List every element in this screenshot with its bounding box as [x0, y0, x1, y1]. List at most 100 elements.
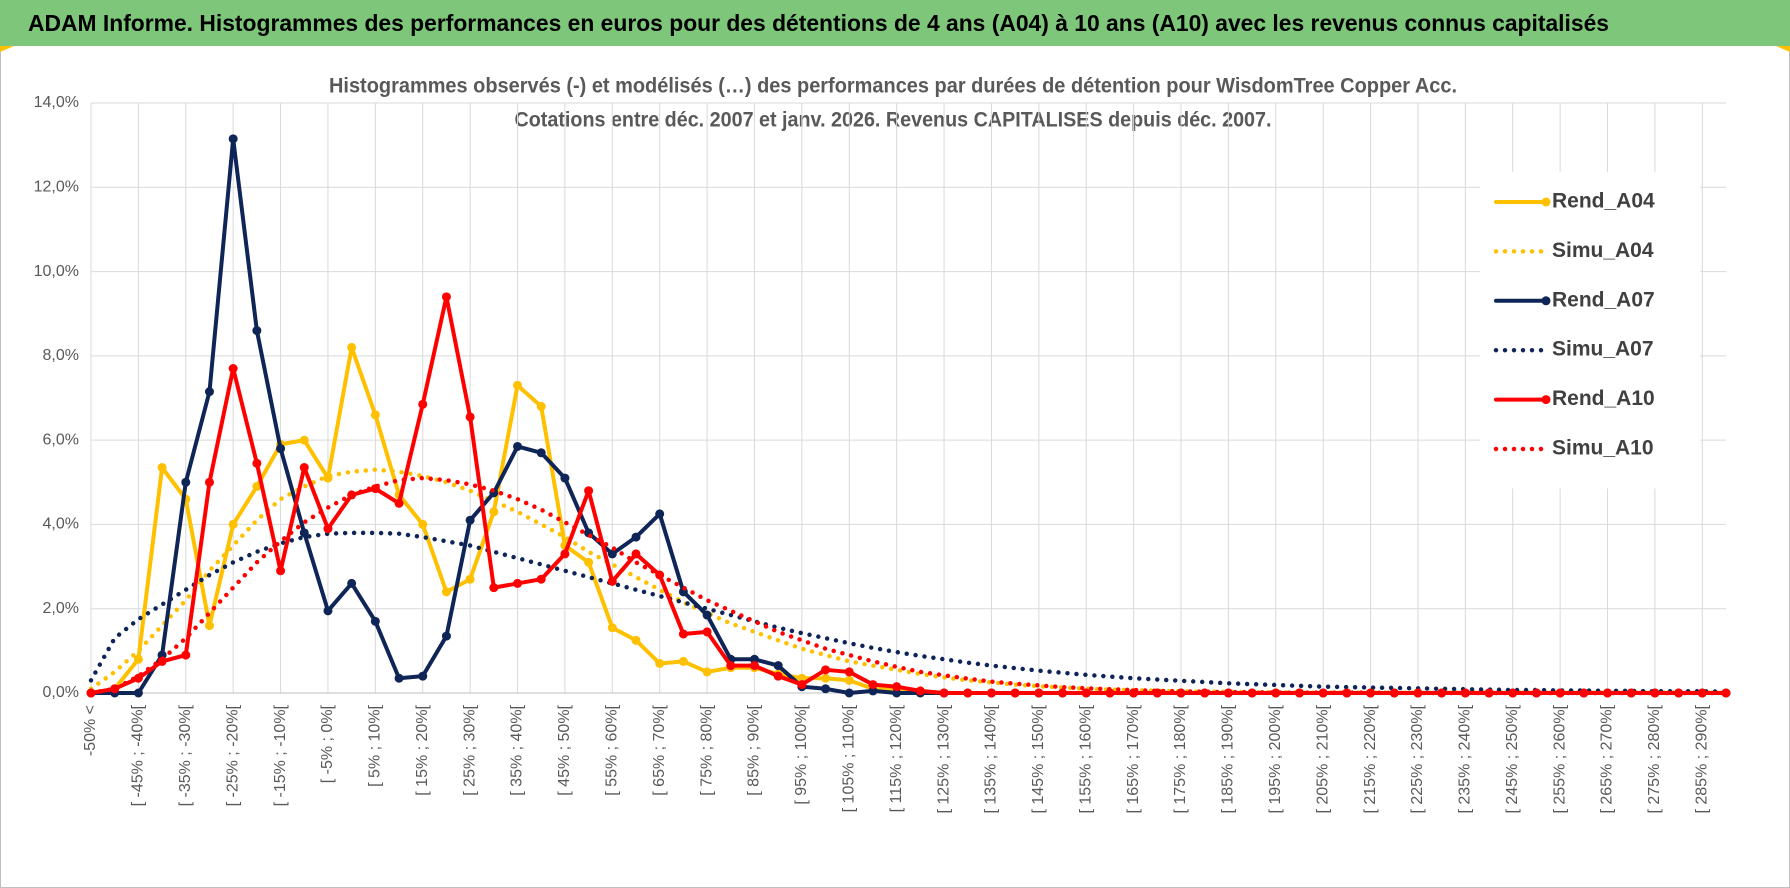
x-tick-label: [ 215% ; 220%[: [1362, 704, 1379, 813]
legend-label: Simu_A10: [1552, 437, 1654, 460]
data-point: [655, 659, 665, 668]
legend-label: Rend_A10: [1552, 387, 1655, 410]
data-point: [204, 477, 214, 487]
data-point: [607, 549, 617, 559]
data-point: [536, 448, 546, 458]
x-tick-label: [ 265% ; 270%[: [1599, 704, 1616, 813]
data-point: [631, 532, 641, 542]
y-tick-label: 2,0%: [43, 600, 79, 617]
x-tick-label: [ -5% ; 0%[: [319, 704, 336, 783]
legend-label: Simu_A07: [1552, 338, 1654, 361]
data-point: [370, 410, 380, 420]
x-tick-label: [ 235% ; 240%[: [1457, 704, 1474, 813]
data-point: [1081, 688, 1091, 698]
legend-label: Simu_A04: [1552, 239, 1654, 262]
data-point: [1271, 688, 1281, 698]
data-point: [394, 498, 404, 508]
x-tick-label: [ 115% ; 120%[: [888, 704, 905, 812]
data-point: [1460, 688, 1470, 698]
chart-title: Histogrammes observés (-) et modélisés (…: [329, 75, 1457, 98]
data-point: [276, 566, 286, 576]
data-point: [702, 610, 712, 620]
data-point: [465, 412, 475, 422]
data-point: [1674, 688, 1684, 698]
data-point: [726, 661, 736, 671]
data-point: [276, 444, 286, 454]
data-point: [821, 665, 831, 675]
legend-marker: [1541, 296, 1551, 306]
y-tick-label: 0,0%: [43, 684, 79, 701]
data-point: [418, 671, 428, 681]
x-tick-label: [ 275% ; 280%[: [1646, 704, 1663, 813]
y-tick-label: 14,0%: [34, 94, 79, 111]
data-point: [892, 688, 902, 698]
data-point: [1034, 688, 1044, 698]
data-point: [560, 549, 570, 559]
legend: Rend_A04 Simu_A04 Rend_A07 Simu_A07 Rend_A10…: [1480, 172, 1700, 489]
x-tick-label: [ 185% ; 190%[: [1220, 704, 1237, 813]
data-point: [181, 477, 191, 487]
x-tick-label: [ 75% ; 80%[: [698, 704, 715, 795]
corner-accent: [0, 46, 14, 52]
data-point: [347, 342, 357, 352]
data-point: [418, 519, 428, 529]
data-point: [797, 680, 807, 690]
x-tick-label: [ 45% ; 50%[: [556, 704, 573, 795]
data-point: [489, 507, 499, 517]
data-point: [370, 616, 380, 626]
data-point: [1389, 688, 1399, 698]
y-tick-label: 6,0%: [43, 431, 79, 448]
title-bar: [0, 0, 1790, 46]
data-point: [418, 399, 428, 409]
data-point: [536, 574, 546, 584]
data-point: [441, 587, 451, 597]
data-point: [465, 574, 475, 584]
data-point: [963, 688, 973, 698]
data-point: [1342, 688, 1352, 698]
x-tick-label: [ 145% ; 150%[: [1030, 704, 1047, 813]
data-point: [252, 482, 262, 491]
legend-marker: [1541, 197, 1551, 207]
x-tick-label: [ 135% ; 140%[: [983, 704, 1000, 813]
data-point: [394, 673, 404, 683]
x-tick-label: [ 125% ; 130%[: [935, 704, 952, 813]
legend-marker: [1541, 395, 1551, 405]
data-point: [773, 671, 783, 681]
data-point: [678, 629, 688, 639]
data-point: [1603, 688, 1613, 698]
legend-box: [1480, 172, 1700, 489]
x-tick-label: [ -25% ; -20%[: [224, 704, 241, 806]
x-tick-label: [ 225% ; 230%[: [1409, 704, 1426, 813]
data-point: [797, 673, 807, 683]
data-point: [749, 654, 759, 664]
data-point: [513, 441, 523, 451]
x-tick-label: [ 155% ; 160%[: [1077, 704, 1094, 813]
data-point: [513, 380, 523, 390]
data-point: [1579, 688, 1589, 698]
y-tick-label: 8,0%: [43, 347, 79, 364]
data-point: [844, 675, 854, 685]
x-tick-label: [ -45% ; -40%[: [130, 704, 147, 806]
data-point: [323, 524, 333, 534]
data-point: [299, 435, 309, 445]
data-point: [441, 631, 451, 641]
model-line: [88, 467, 1729, 695]
data-point: [1531, 688, 1541, 698]
data-point: [915, 686, 925, 696]
data-point: [228, 519, 238, 529]
data-point: [607, 623, 617, 633]
data-point: [560, 473, 570, 483]
data-point: [299, 463, 309, 473]
data-point: [868, 680, 878, 690]
y-tick-label: 12,0%: [34, 179, 79, 196]
x-tick-label: [ 255% ; 260%[: [1551, 704, 1568, 813]
data-point: [157, 463, 167, 473]
data-point: [133, 654, 143, 664]
data-point: [347, 578, 357, 588]
data-point: [986, 688, 996, 698]
data-point: [821, 684, 831, 694]
plot: [86, 134, 1731, 698]
x-tick-label: [ -15% ; -10%[: [272, 704, 289, 806]
